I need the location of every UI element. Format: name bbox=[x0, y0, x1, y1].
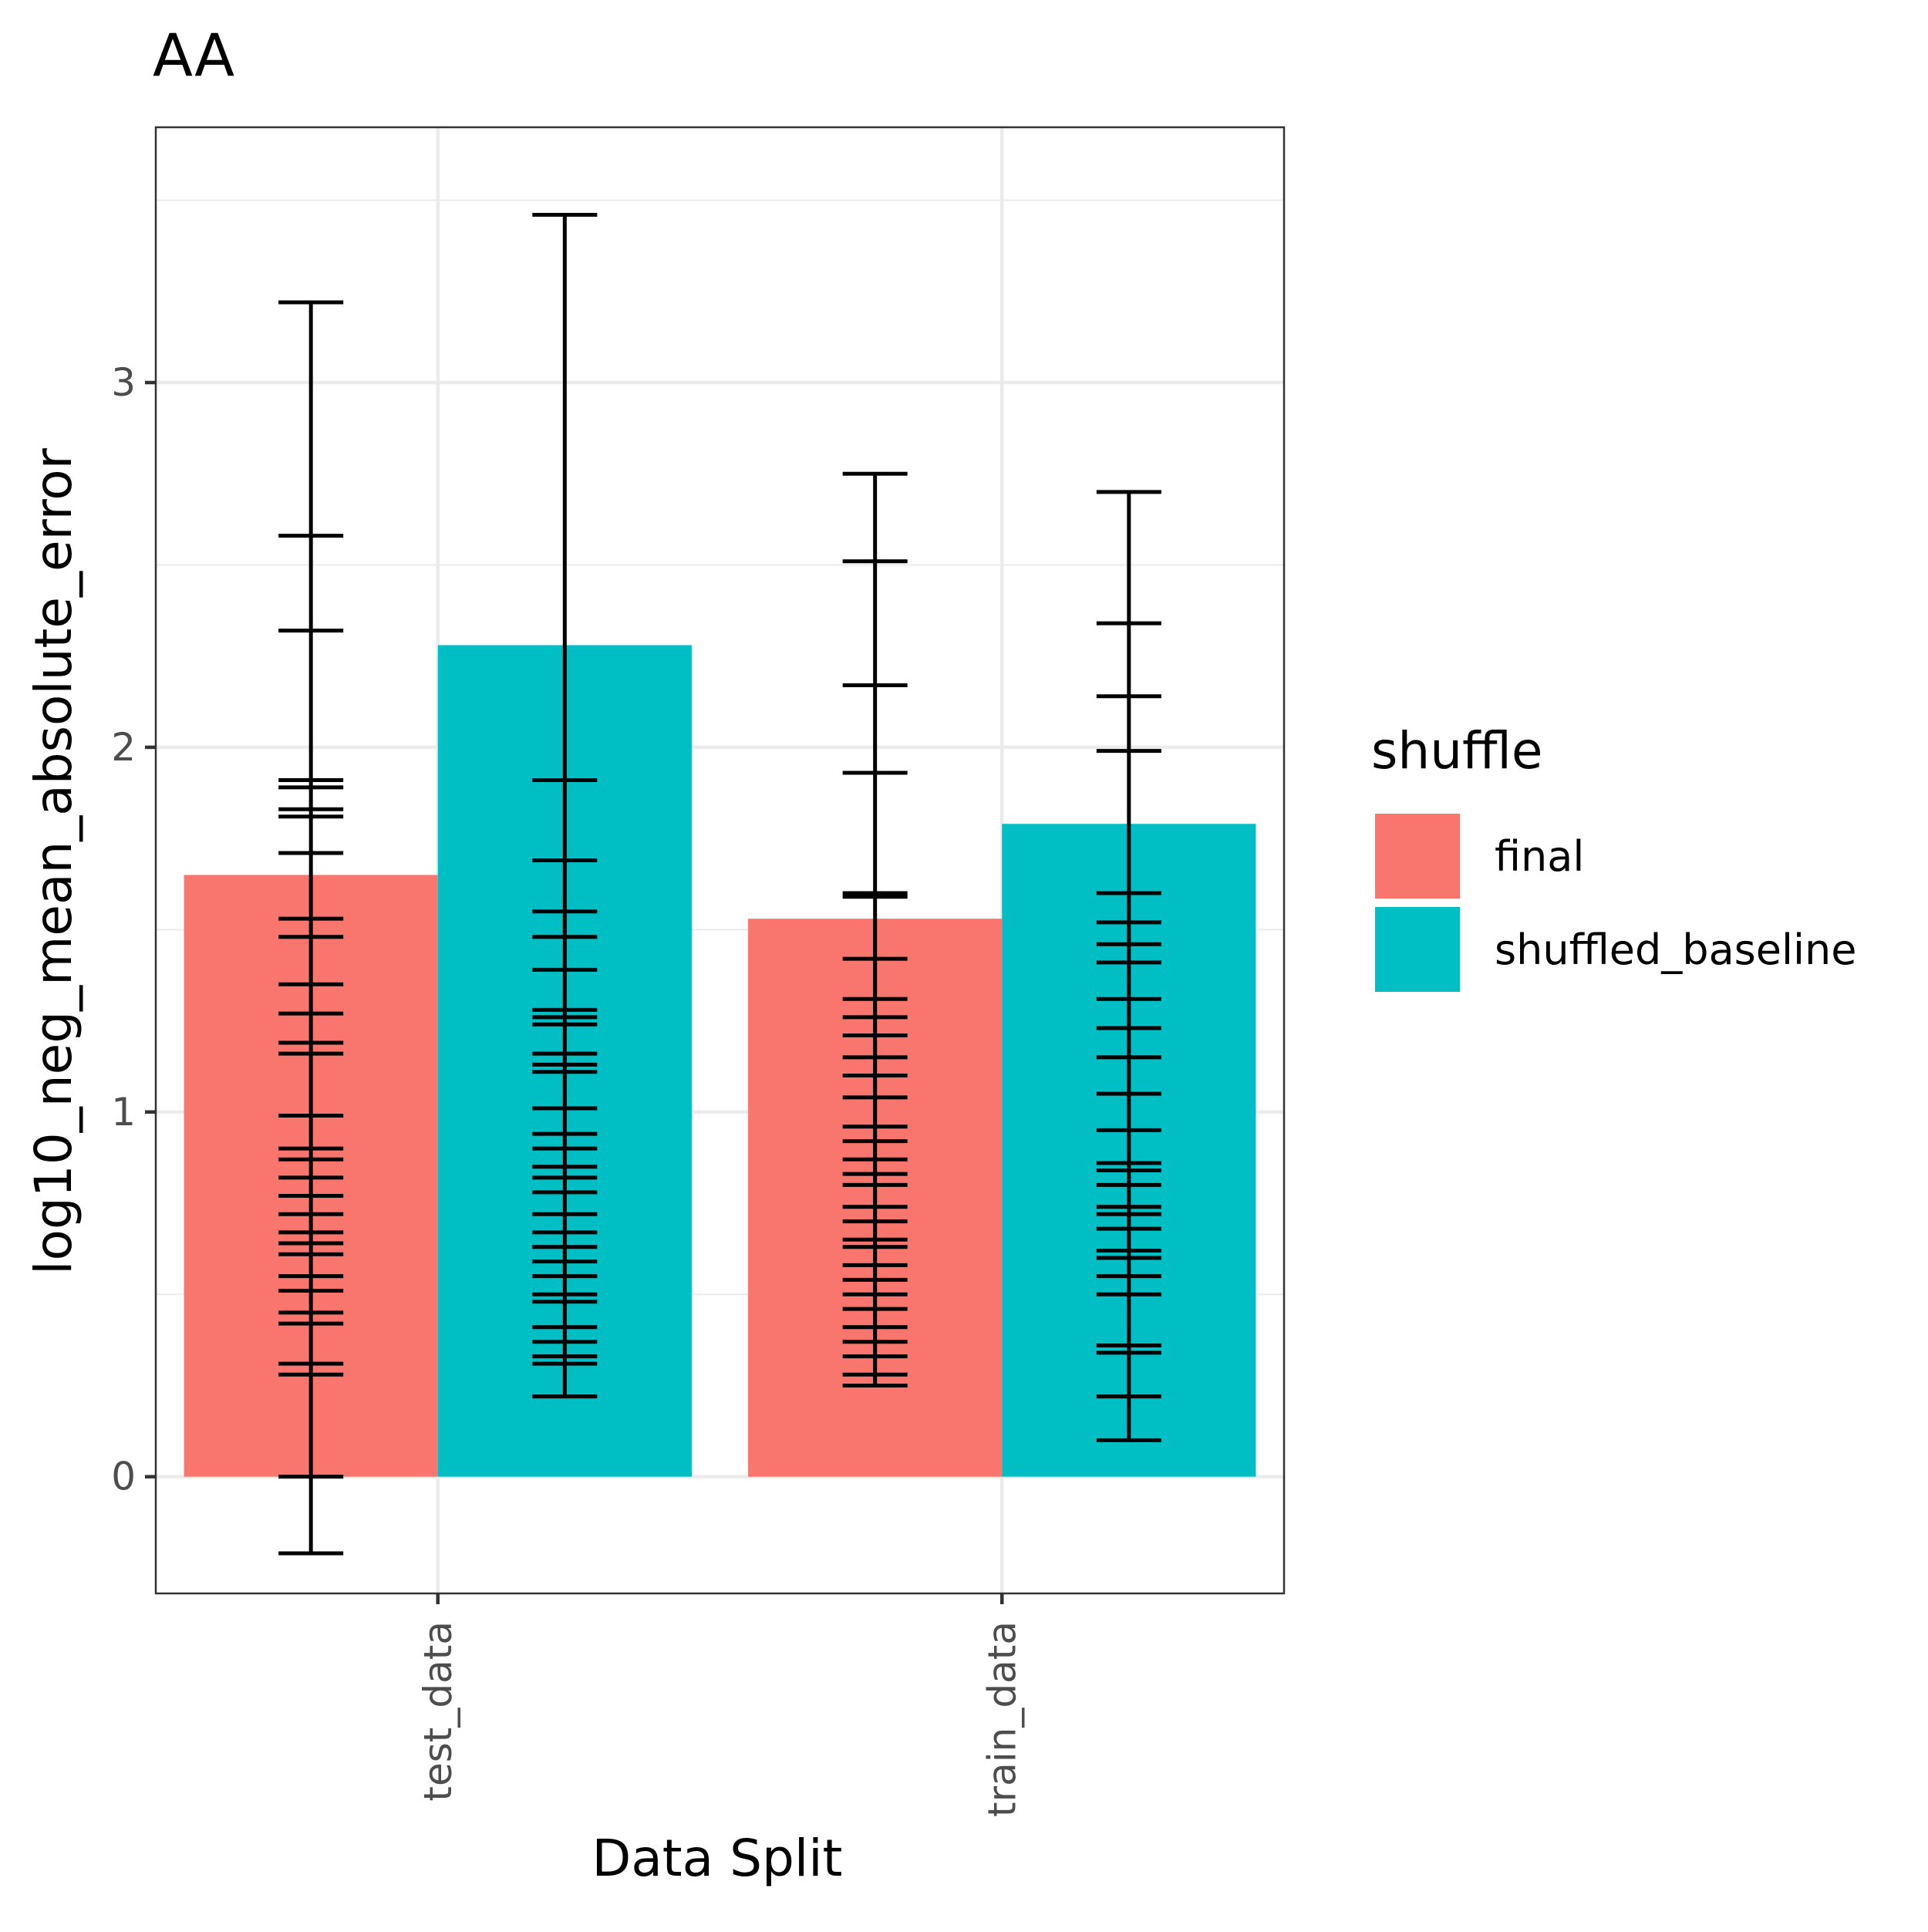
y-tick-label: 0 bbox=[111, 1455, 136, 1499]
chart-title: AA bbox=[153, 21, 234, 89]
x-tick-label: test_data bbox=[416, 1621, 460, 1802]
x-tick-label: train_data bbox=[979, 1621, 1024, 1817]
y-tick-label: 1 bbox=[111, 1090, 136, 1135]
y-tick-label: 2 bbox=[111, 725, 136, 770]
legend: shuffle final shuffled_baseline bbox=[1371, 721, 1856, 992]
legend-title: shuffle bbox=[1371, 721, 1542, 781]
legend-label-shuffled-baseline: shuffled_baseline bbox=[1495, 926, 1856, 974]
legend-label-final: final bbox=[1495, 832, 1584, 881]
x-axis-title: Data Split bbox=[592, 1829, 843, 1888]
y-tick-label: 3 bbox=[111, 360, 136, 405]
error-bars bbox=[278, 212, 1161, 1556]
legend-swatch-shuffled-baseline bbox=[1375, 907, 1460, 992]
axes: 0 1 2 3 test_data train_data bbox=[111, 360, 1024, 1817]
plot-panel-border bbox=[154, 126, 1286, 1595]
legend-swatch-final bbox=[1375, 814, 1460, 899]
y-axis-title: log10_neg_mean_absolute_error bbox=[24, 447, 83, 1274]
